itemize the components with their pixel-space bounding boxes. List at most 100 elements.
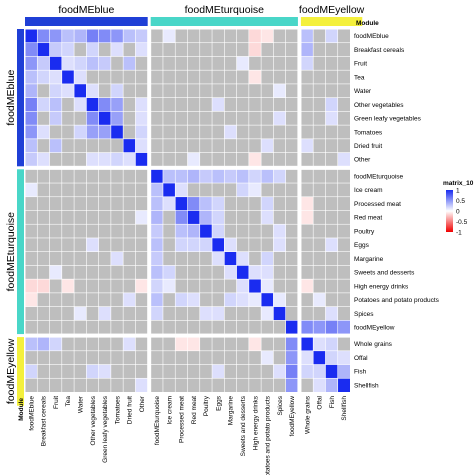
heatmap-cell xyxy=(110,28,124,44)
heatmap-cell xyxy=(86,97,100,112)
legend-tick-label: 0.5 xyxy=(456,198,465,205)
heatmap-cell xyxy=(73,138,87,154)
heatmap-cell xyxy=(36,350,51,366)
heatmap-cell xyxy=(236,97,250,112)
heatmap-cell xyxy=(49,320,63,335)
heatmap-cell xyxy=(199,196,213,212)
heatmap-cell xyxy=(162,265,176,280)
heatmap-cell xyxy=(285,306,299,321)
heatmap-cell xyxy=(49,169,63,184)
heatmap-cell xyxy=(260,138,274,154)
heatmap-cell xyxy=(236,377,250,393)
heatmap-cell xyxy=(260,97,274,112)
heatmap-cell xyxy=(337,336,351,352)
heatmap-cell xyxy=(36,364,51,379)
heatmap-cell xyxy=(73,306,87,321)
heatmap-cell xyxy=(150,364,164,379)
heatmap-cell xyxy=(86,278,100,294)
heatmap-cell xyxy=(61,237,75,253)
heatmap-cell xyxy=(312,42,327,58)
heatmap-cell xyxy=(122,251,137,267)
heatmap-cell xyxy=(49,265,63,280)
heatmap-cell xyxy=(325,265,339,280)
heatmap-cell xyxy=(24,210,38,225)
heatmap-cell xyxy=(337,97,351,112)
heatmap-cell xyxy=(174,182,189,198)
heatmap-cell xyxy=(248,97,262,112)
heatmap-cell xyxy=(260,306,274,321)
module-title-left: foodMEturquoise xyxy=(5,212,17,292)
heatmap-cell xyxy=(273,265,287,280)
heatmap-cell xyxy=(135,377,149,393)
module-title-left: foodMEyellow xyxy=(5,338,17,404)
module-bar-top xyxy=(150,17,298,26)
heatmap-cell xyxy=(150,138,164,154)
row-label: Red meat xyxy=(354,215,382,222)
heatmap-cell xyxy=(122,278,137,294)
column-label: Ice cream xyxy=(166,396,173,425)
heatmap-cell xyxy=(199,138,213,154)
column-label: Other vegetables xyxy=(90,395,97,445)
heatmap-cell xyxy=(110,83,124,99)
heatmap-cell xyxy=(224,196,238,212)
heatmap-cell xyxy=(248,364,262,379)
heatmap-cell xyxy=(36,336,51,352)
heatmap-cell xyxy=(273,28,287,44)
heatmap-cell xyxy=(36,169,51,184)
heatmap-cell xyxy=(285,196,299,212)
heatmap-cell xyxy=(135,56,149,71)
heatmap-cell xyxy=(187,111,201,126)
heatmap-cell xyxy=(337,69,351,85)
heatmap-cell xyxy=(199,28,213,44)
heatmap-cell xyxy=(24,364,38,379)
heatmap-cell xyxy=(73,237,87,253)
heatmap-cell xyxy=(236,42,250,58)
heatmap-cell xyxy=(187,42,201,58)
heatmap-cell xyxy=(73,364,87,379)
row-label: Eggs xyxy=(354,242,370,249)
column-label: foodMEblue xyxy=(28,396,35,431)
module-bar-left xyxy=(17,337,24,406)
heatmap-cell xyxy=(122,28,137,44)
column-label: High energy drinks xyxy=(252,395,259,450)
heatmap-cell xyxy=(300,350,314,366)
heatmap-cell xyxy=(285,124,299,140)
heatmap-cell xyxy=(248,124,262,140)
heatmap-cell xyxy=(122,237,137,253)
heatmap-cell xyxy=(174,124,189,140)
heatmap-cell xyxy=(273,152,287,167)
column-label: Spices xyxy=(277,395,284,415)
heatmap-cell xyxy=(36,56,51,71)
heatmap-cell xyxy=(260,42,274,58)
heatmap-cell xyxy=(273,377,287,393)
heatmap-cell xyxy=(211,182,225,198)
heatmap-cell xyxy=(98,320,112,335)
heatmap-cell xyxy=(211,138,225,154)
heatmap-cell xyxy=(73,350,87,366)
heatmap-cell xyxy=(174,265,189,280)
heatmap-cell xyxy=(36,196,51,212)
heatmap-cell xyxy=(211,56,225,71)
heatmap-cell xyxy=(236,251,250,267)
heatmap-cell xyxy=(86,251,100,267)
module-bar-left xyxy=(17,169,24,335)
heatmap-cell xyxy=(199,169,213,184)
heatmap-cell xyxy=(325,237,339,253)
heatmap-cell xyxy=(86,28,100,44)
heatmap-cell xyxy=(73,377,87,393)
heatmap-cell xyxy=(24,56,38,71)
heatmap-cell xyxy=(98,111,112,126)
heatmap-cell xyxy=(236,292,250,308)
heatmap-cell xyxy=(224,320,238,335)
heatmap-cell xyxy=(312,138,327,154)
heatmap-cell xyxy=(285,278,299,294)
heatmap-cell xyxy=(162,223,176,239)
heatmap-cell xyxy=(224,223,238,239)
heatmap-cell xyxy=(187,97,201,112)
module-bar-top xyxy=(25,17,148,26)
heatmap-cell xyxy=(273,350,287,366)
heatmap-cell xyxy=(49,152,63,167)
heatmap-cell xyxy=(86,210,100,225)
heatmap-cell xyxy=(199,350,213,366)
column-label: Tomatoes xyxy=(114,395,121,424)
